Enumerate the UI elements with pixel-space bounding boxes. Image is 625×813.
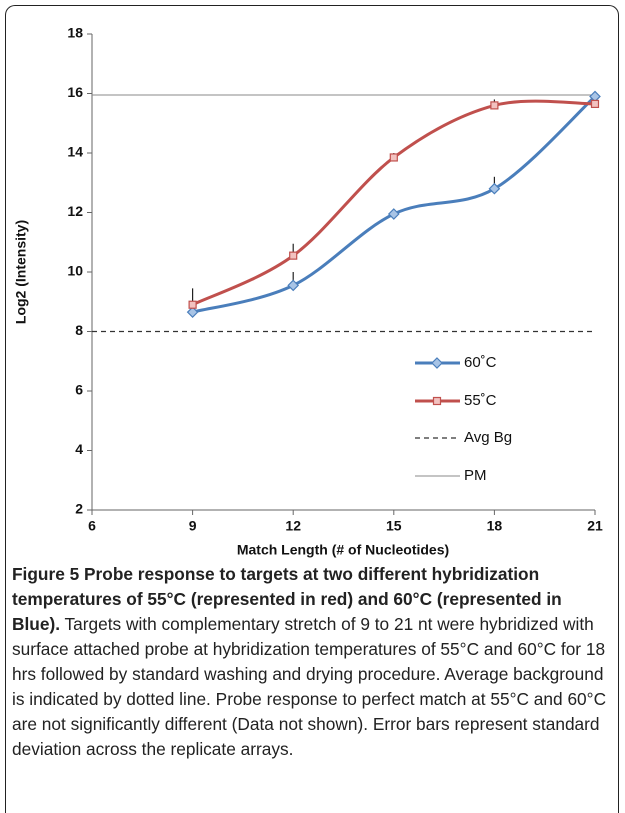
y-tick-label: 14 xyxy=(67,144,83,160)
x-tick-label: 18 xyxy=(487,518,503,534)
marker xyxy=(287,279,300,292)
series-line xyxy=(191,99,596,307)
x-axis-title: Match Length (# of Nucleotides) xyxy=(237,542,449,558)
x-tick-label: 9 xyxy=(189,518,197,534)
y-tick-label: 8 xyxy=(75,322,83,338)
marker xyxy=(387,208,400,220)
marker xyxy=(590,99,600,109)
caption-label: Figure 5 xyxy=(12,564,80,584)
marker xyxy=(186,306,199,319)
legend-label: PM xyxy=(464,467,487,484)
marker xyxy=(389,153,398,162)
marker xyxy=(431,357,443,369)
x-tick-label: 12 xyxy=(285,518,301,534)
y-tick-label: 16 xyxy=(67,84,83,100)
caption-text: Targets with complementary stretch of 9 … xyxy=(12,614,607,759)
y-tick-label: 12 xyxy=(67,203,83,219)
x-tick-label: 15 xyxy=(386,518,402,534)
marker xyxy=(188,300,197,309)
y-tick-label: 10 xyxy=(67,263,83,279)
y-axis-title: Log2 (Intensity) xyxy=(13,220,29,324)
caption-title: Probe response to targets at two differe… xyxy=(12,564,562,634)
figure-frame xyxy=(5,5,619,813)
y-tick-label: 18 xyxy=(67,25,83,41)
marker xyxy=(289,251,298,260)
marker xyxy=(490,101,499,110)
legend-label: 60˚C xyxy=(464,354,497,371)
chart: Log2 (Intensity) Match Length (# of Nucl… xyxy=(13,25,603,558)
y-tick-label: 2 xyxy=(75,501,83,517)
marker xyxy=(488,182,501,195)
caption: Figure 5 Probe response to targets at tw… xyxy=(12,562,612,762)
y-tick-label: 4 xyxy=(75,441,83,457)
x-tick-label: 6 xyxy=(88,518,96,534)
x-tick-label: 21 xyxy=(587,518,603,534)
legend-label: Avg Bg xyxy=(464,429,512,446)
legend-label: 55˚C xyxy=(464,392,497,409)
marker xyxy=(432,396,442,406)
y-tick-label: 6 xyxy=(75,382,83,398)
